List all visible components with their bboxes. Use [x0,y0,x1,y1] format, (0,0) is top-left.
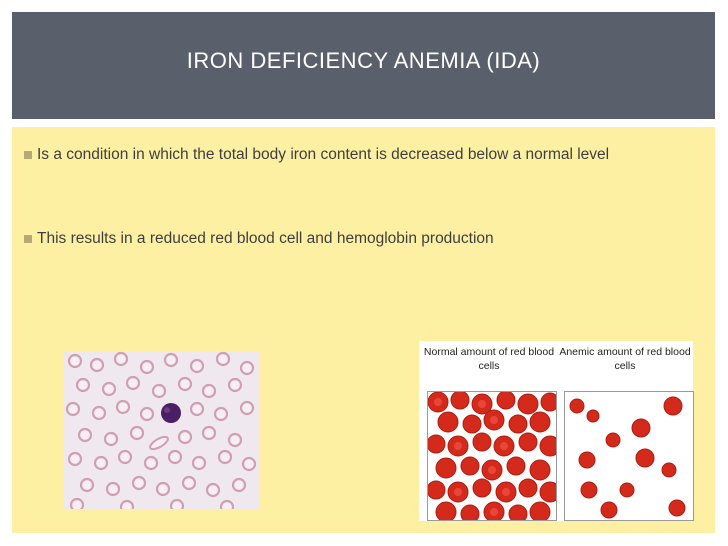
blood-smear-svg [65,351,257,509]
slide-title: IRON DEFICIENCY ANEMIA (IDA) [186,47,541,73]
content-panel: Is a condition in which the total body i… [12,127,715,533]
anemic-cells-panel [564,391,694,521]
normal-cells-svg [428,392,556,520]
blood-smear-image [63,351,259,509]
title-bar: IRON DEFICIENCY ANEMIA (IDA) [12,12,715,119]
bullet-item: This results in a reduced red blood cell… [24,228,677,250]
rbc-comparison-figure: Normal amount of red blood cells Anemic … [419,341,694,521]
normal-cells-panel [427,391,557,521]
bullet-marker-icon [24,235,32,243]
anemic-label: Anemic amount of red blood cells [559,346,691,372]
bullet-text: This results in a reduced red blood cell… [37,230,494,247]
bullet-text: Is a condition in which the total body i… [37,146,610,163]
bullet-marker-icon [24,151,32,159]
anemic-cells-svg [569,396,686,519]
normal-label: Normal amount of red blood cells [423,346,555,372]
bullet-item: Is a condition in which the total body i… [24,144,677,166]
